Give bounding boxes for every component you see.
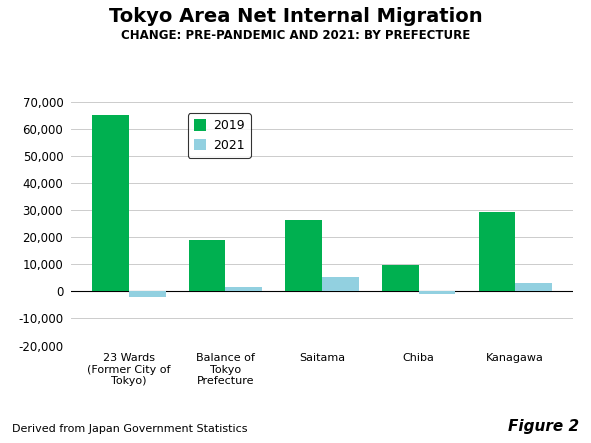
Bar: [479, 211, 515, 291]
Text: Derived from Japan Government Statistics: Derived from Japan Government Statistics: [12, 424, 247, 434]
Bar: [322, 277, 359, 291]
Bar: [418, 291, 456, 294]
Bar: [382, 265, 418, 291]
Bar: [92, 116, 129, 291]
Legend: 2019, 2021: 2019, 2021: [188, 113, 251, 158]
Bar: [285, 220, 322, 291]
Bar: [226, 288, 262, 291]
Text: Tokyo Area Net Internal Migration: Tokyo Area Net Internal Migration: [109, 7, 482, 26]
Bar: [129, 291, 165, 297]
Text: Figure 2: Figure 2: [508, 419, 579, 434]
Bar: [189, 240, 226, 291]
Text: CHANGE: PRE-PANDEMIC AND 2021: BY PREFECTURE: CHANGE: PRE-PANDEMIC AND 2021: BY PREFEC…: [121, 29, 470, 42]
Bar: [515, 283, 552, 291]
